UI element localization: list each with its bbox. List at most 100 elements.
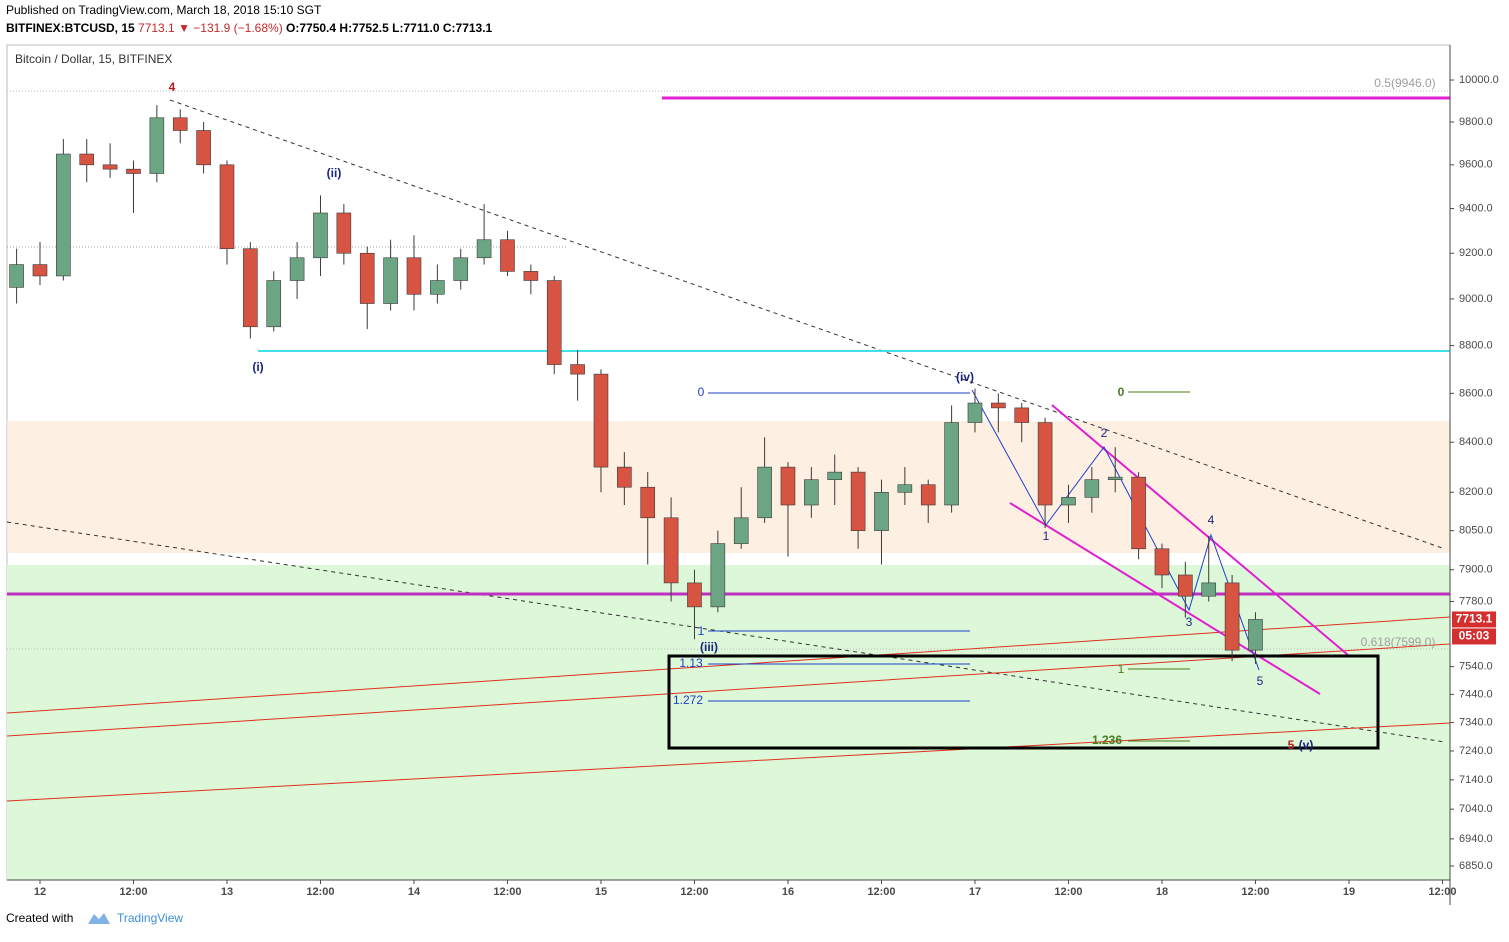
candle-body xyxy=(313,212,328,259)
annotation: 4 xyxy=(169,80,176,94)
price-axis xyxy=(1450,45,1509,880)
candle-body xyxy=(219,164,235,250)
candle-body xyxy=(991,402,1006,409)
candle-body xyxy=(1178,574,1193,597)
trend-line xyxy=(6,722,1451,802)
logo xyxy=(88,913,110,924)
y-tick-label: 7900.0 xyxy=(1459,564,1493,576)
candle-body xyxy=(593,373,609,468)
trend-line xyxy=(6,643,1451,737)
ohlc-low: L:7711.0 xyxy=(392,21,440,35)
candle-body xyxy=(850,471,866,531)
candle-body xyxy=(1061,497,1076,506)
x-tick-label: 19 xyxy=(1343,886,1355,898)
annotation: 1.236 xyxy=(1092,733,1122,747)
annotation: 0.618(7599.0) xyxy=(1361,635,1436,649)
wave-path xyxy=(971,389,1260,671)
candle-body xyxy=(874,491,889,531)
change: ▼ −131.9 (−1.68%) xyxy=(178,21,283,35)
annotation: (ii) xyxy=(327,166,342,180)
annotation: 1 xyxy=(698,624,705,638)
candle-body xyxy=(1084,479,1100,498)
y-tick-label: 6850.0 xyxy=(1459,860,1493,872)
annotation: (iv) xyxy=(956,370,974,384)
annotation: (i) xyxy=(252,360,263,374)
candle-body xyxy=(920,484,936,506)
candle-body xyxy=(710,543,726,608)
y-tick-label: 7340.0 xyxy=(1459,716,1493,728)
candle-body xyxy=(9,264,24,288)
symbol: BITFINEX:BTCUSD, 15 xyxy=(6,21,135,35)
annotation: 5 xyxy=(1288,738,1295,752)
x-tick-label: 12:00 xyxy=(306,886,334,898)
target-box xyxy=(667,654,1380,750)
candle-body xyxy=(102,164,118,170)
x-tick-label: 17 xyxy=(969,886,981,898)
y-tick-label: 8050.0 xyxy=(1459,525,1493,537)
y-tick-label: 7780.0 xyxy=(1459,595,1493,607)
drawings xyxy=(6,90,1451,802)
candle-body xyxy=(733,517,749,544)
candle-body xyxy=(359,252,375,304)
candle-body xyxy=(897,484,913,493)
annotation: 5 xyxy=(1257,674,1264,688)
candle-body xyxy=(523,271,539,281)
annotation: 0.5(9946.0) xyxy=(1374,76,1435,90)
footer-brand[interactable]: TradingView xyxy=(117,911,183,925)
candle-body xyxy=(1201,582,1217,597)
annotation: 2 xyxy=(1101,426,1108,440)
x-tick-label: 13 xyxy=(221,886,233,898)
x-tick-label: 12:00 xyxy=(1054,886,1082,898)
channel-line xyxy=(1051,404,1349,656)
countdown: 05:03 xyxy=(1459,629,1490,643)
candle-body xyxy=(757,466,772,519)
y-tick-label: 9800.0 xyxy=(1459,116,1493,128)
candle-body xyxy=(476,239,492,259)
x-tick-label: 15 xyxy=(595,886,607,898)
ohlc-high: H:7752.5 xyxy=(339,21,389,35)
y-tick-label: 7240.0 xyxy=(1459,745,1493,757)
x-tick-label: 14 xyxy=(408,886,421,898)
x-tick-label: 12:00 xyxy=(119,886,147,898)
candle-body xyxy=(1107,476,1123,480)
candle-body xyxy=(1037,422,1053,506)
candle-body xyxy=(780,466,796,506)
last-price-box xyxy=(1452,611,1496,628)
resistance-zone xyxy=(7,421,1450,553)
candle-body xyxy=(336,212,352,254)
annotation: 4 xyxy=(1208,513,1215,527)
candle-body xyxy=(79,153,95,166)
candle-body xyxy=(500,239,515,272)
ohlc-close: C:7713.1 xyxy=(443,21,493,35)
y-tick-label: 9200.0 xyxy=(1459,247,1493,259)
trend-line xyxy=(6,616,1451,714)
x-tick-label: 12:00 xyxy=(680,886,708,898)
candle-body xyxy=(243,248,258,328)
x-tick-label: 12 xyxy=(34,886,46,898)
candle-body xyxy=(827,471,843,480)
x-tick-label: 12:00 xyxy=(867,886,895,898)
candle-body xyxy=(546,280,562,365)
y-tick-label: 9400.0 xyxy=(1459,202,1493,214)
candle-body xyxy=(640,486,656,519)
y-tick-label: 7040.0 xyxy=(1459,803,1493,815)
trend-line xyxy=(6,521,1446,743)
candle-body xyxy=(687,582,702,608)
footer-created: Created with xyxy=(6,911,73,925)
last-price: 7713.1 xyxy=(138,21,175,35)
y-tick-label: 10000.0 xyxy=(1459,74,1499,86)
candle-body xyxy=(383,257,398,304)
annotation: 1 xyxy=(1043,529,1050,543)
candle-body xyxy=(617,466,632,488)
candle-body xyxy=(1014,407,1030,423)
candle-body xyxy=(1248,619,1263,651)
candle-body xyxy=(1224,582,1240,651)
candle-body xyxy=(172,117,188,131)
last-price-label: 7713.1 xyxy=(1456,612,1493,626)
candle-body xyxy=(663,517,679,584)
candles xyxy=(9,105,1263,664)
annotation: (iii) xyxy=(700,640,718,654)
x-tick-label: 12:00 xyxy=(1428,886,1456,898)
countdown-box xyxy=(1452,628,1496,645)
